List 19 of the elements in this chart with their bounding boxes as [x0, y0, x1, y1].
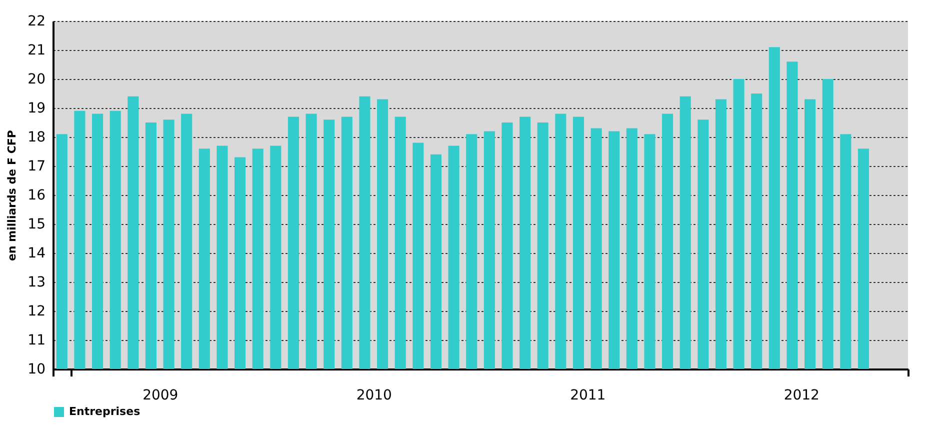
y-tick-label: 16 — [28, 188, 46, 204]
y-tick-label: 15 — [28, 216, 46, 232]
legend-label: Entreprises — [69, 405, 141, 418]
x-tick-label: 2010 — [356, 388, 392, 404]
x-tick-label: 2011 — [570, 388, 606, 404]
y-tick-label: 12 — [28, 304, 46, 320]
y-tick-label: 10 — [28, 362, 46, 378]
y-tick-label: 19 — [28, 100, 46, 116]
y-tick-label: 17 — [28, 158, 46, 174]
y-tick-label: 20 — [28, 72, 46, 88]
y-tick-label: 22 — [28, 14, 46, 30]
y-tick-label: 18 — [28, 130, 46, 146]
y-tick-label: 14 — [28, 246, 46, 262]
x-tick-label: 2009 — [142, 388, 178, 404]
y-tick-label: 13 — [28, 274, 46, 290]
y-tick-label: 21 — [28, 42, 46, 58]
x-tick-label: 2012 — [784, 388, 820, 404]
y-tick-label: 11 — [28, 332, 46, 348]
y-axis-title: en milliards de F CFP — [6, 130, 19, 261]
